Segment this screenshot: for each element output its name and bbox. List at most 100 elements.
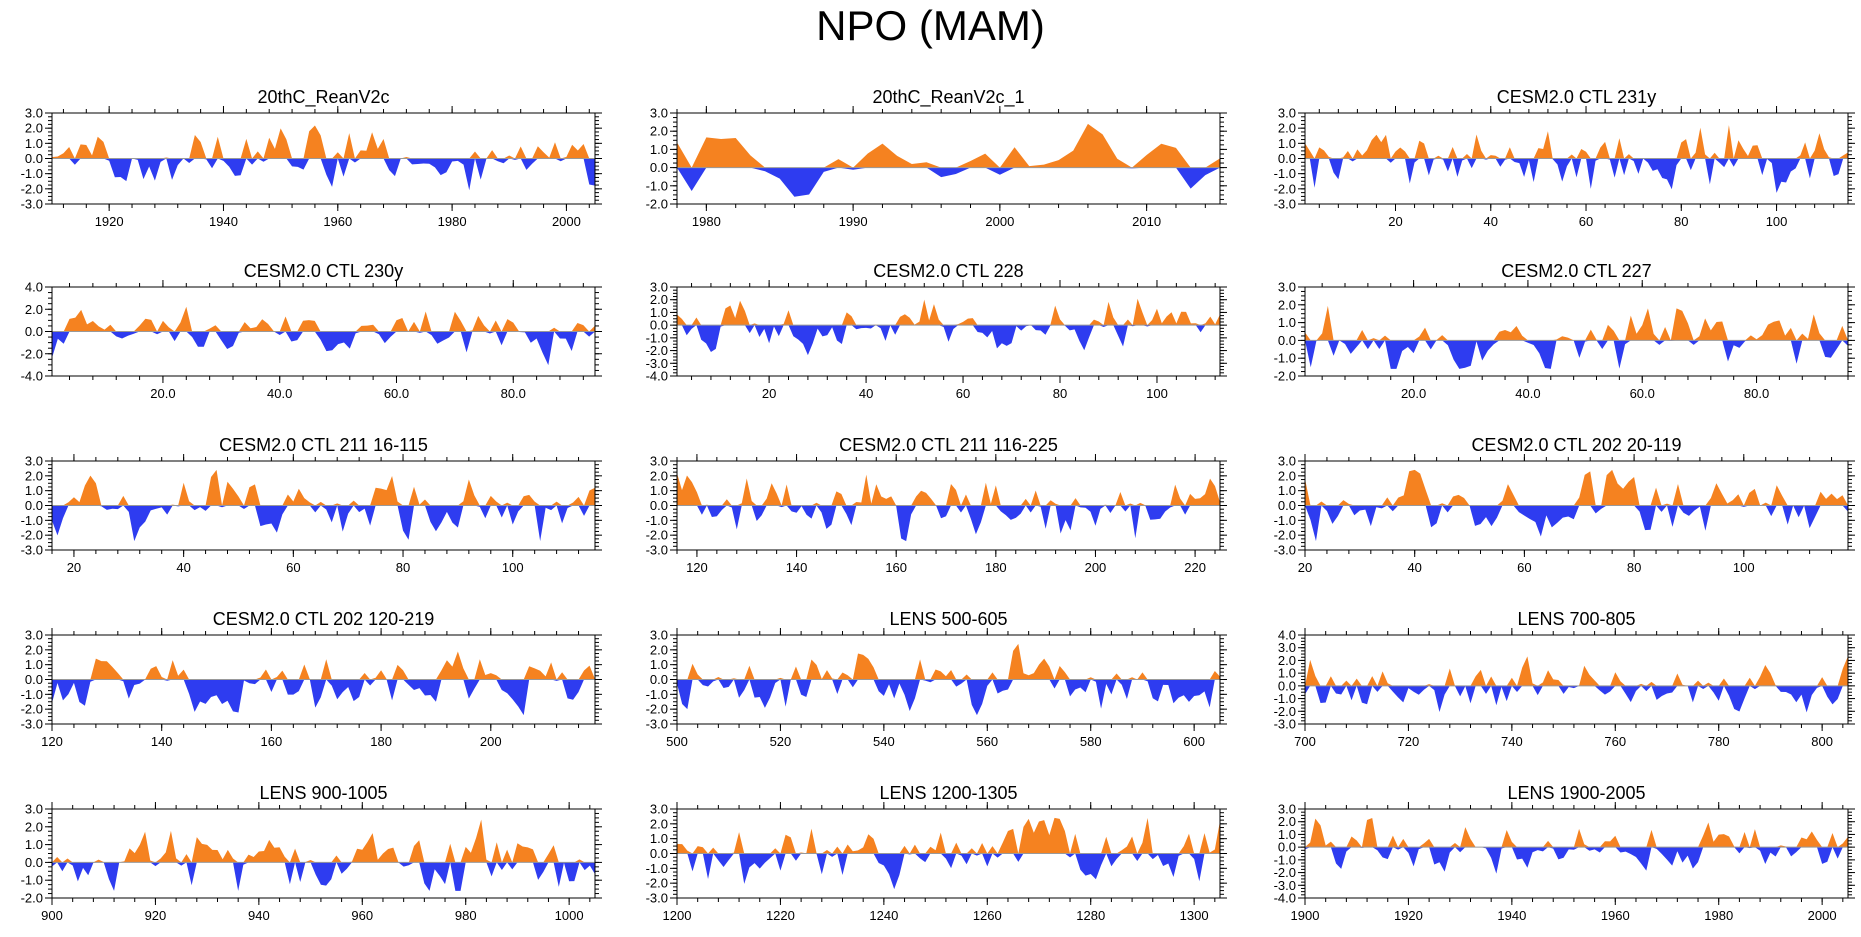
x-tick-label: 60: [1517, 560, 1531, 575]
x-tick-label: 1940: [1497, 908, 1526, 923]
positive-area: [677, 123, 1220, 168]
y-tick-label: 2.0: [25, 302, 43, 317]
x-tick-label: 100: [502, 560, 524, 575]
y-tick-label: 0.0: [650, 318, 668, 333]
y-tick-label: 2.0: [650, 468, 668, 483]
y-tick-label: -1.0: [21, 166, 43, 181]
x-tick-label: 760: [1604, 734, 1626, 749]
chart-panel: 20thC_ReanV2c 3.02.01.00.0-1.0-2.0-3.0 192…: [21, 87, 602, 229]
y-tick-label: 3.0: [650, 628, 668, 643]
y-tick-label: 2.0: [650, 292, 668, 307]
chart-panel: CESM2.0 CTL 227 3.0 2.0 1.0 0.0 -1.0 -2.0 20.0 4…: [1274, 261, 1855, 401]
x-tick-label: 600: [1183, 734, 1205, 749]
y-tick-label: 0.0: [650, 160, 668, 175]
chart-panel: CESM2.0 CTL 202 20-119 3.02.01.00.0-1.0-2…: [1274, 435, 1855, 575]
y-tick-label: -3.0: [646, 356, 668, 371]
chart-panel: CESM2.0 CTL 211 16-115 3.02.01.00.0-1.0-2…: [21, 435, 602, 575]
y-tick-label: -2.0: [21, 891, 43, 906]
x-tick-label: 520: [770, 734, 792, 749]
panel-title: CESM2.0 CTL 202 120-219: [213, 609, 434, 629]
positive-area: [52, 469, 595, 506]
x-tick-label: 80: [1627, 560, 1641, 575]
y-tick-label: 1.0: [1278, 827, 1296, 842]
y-tick-label: 0.0: [1278, 333, 1296, 348]
positive-area: [1305, 469, 1848, 506]
y-tick-label: 1.0: [650, 831, 668, 846]
y-tick-label: 3.0: [25, 802, 43, 817]
y-tick-label: 2.0: [25, 642, 43, 657]
y-tick-label: -4.0: [1274, 891, 1296, 906]
y-tick-label: 3.0: [25, 106, 43, 121]
x-tick-label: 200: [480, 734, 502, 749]
panel-title: CESM2.0 CTL 211 116-225: [839, 435, 1058, 455]
x-tick-label: 160: [261, 734, 283, 749]
y-tick-label: 2.0: [25, 468, 43, 483]
y-tick-label: 3.0: [650, 106, 668, 121]
x-tick-label: 1960: [323, 214, 352, 229]
x-tick-label: 900: [41, 908, 63, 923]
x-tick-label: 40: [859, 386, 873, 401]
x-tick-label: 940: [248, 908, 270, 923]
y-tick-label: 0.0: [25, 324, 43, 339]
x-tick-label: 20.0: [150, 386, 175, 401]
y-tick-label: 0.0: [650, 672, 668, 687]
x-tick-label: 540: [873, 734, 895, 749]
y-tick-label: -3.0: [21, 543, 43, 558]
y-tick-label: 1.0: [650, 142, 668, 157]
y-tick-label: 3.0: [650, 802, 668, 817]
y-tick-label: -1.0: [646, 330, 668, 345]
y-tick-label: -2.0: [1274, 369, 1296, 384]
x-tick-label: 60: [956, 386, 970, 401]
panel-title: CESM2.0 CTL 211 16-115: [219, 435, 428, 455]
x-tick-label: 20: [1298, 560, 1312, 575]
x-tick-label: 1980: [438, 214, 467, 229]
y-tick-label: -1.0: [21, 687, 43, 702]
y-tick-label: -1.0: [1274, 166, 1296, 181]
figure-title: NPO (MAM): [816, 2, 1045, 49]
x-tick-label: 720: [1398, 734, 1420, 749]
negative-area: [677, 679, 1220, 716]
negative-area: [677, 505, 1220, 542]
y-tick-label: -2.0: [21, 528, 43, 543]
panel-title: LENS 1900-2005: [1507, 783, 1645, 803]
x-tick-label: 100: [1733, 560, 1755, 575]
x-tick-label: 1920: [1394, 908, 1423, 923]
y-tick-label: -3.0: [1274, 878, 1296, 893]
x-tick-label: 2010: [1132, 214, 1161, 229]
y-tick-label: -1.0: [646, 178, 668, 193]
x-tick-label: 20: [67, 560, 81, 575]
y-tick-label: -2.0: [21, 702, 43, 717]
x-tick-label: 1980: [1704, 908, 1733, 923]
negative-area: [1305, 340, 1848, 369]
y-tick-label: 3.0: [1278, 280, 1296, 295]
y-tick-label: -1.0: [21, 513, 43, 528]
panel-title: CESM2.0 CTL 202 20-119: [1471, 435, 1681, 455]
y-tick-label: -2.0: [646, 197, 668, 212]
panel-title: CESM2.0 CTL 230y: [244, 261, 403, 281]
x-tick-label: 80.0: [1744, 386, 1769, 401]
x-tick-label: 1220: [766, 908, 795, 923]
x-tick-label: 40.0: [1515, 386, 1540, 401]
x-tick-label: 1240: [869, 908, 898, 923]
x-tick-label: 2000: [1808, 908, 1837, 923]
negative-area: [52, 505, 595, 542]
y-tick-label: 0.0: [650, 846, 668, 861]
chart-panel: LENS 1900-2005 3.02.01.00.0-1.0-2.0-3.0-4…: [1274, 783, 1855, 923]
negative-area: [52, 679, 595, 716]
y-tick-label: 2.0: [1278, 297, 1296, 312]
x-tick-label: 500: [666, 734, 688, 749]
y-tick-label: 3.0: [1278, 802, 1296, 817]
x-tick-label: 100: [1146, 386, 1168, 401]
y-tick-label: 1.0: [650, 483, 668, 498]
y-tick-label: -3.0: [21, 197, 43, 212]
y-tick-label: 3.0: [1278, 640, 1296, 655]
y-tick-label: 1.0: [25, 837, 43, 852]
x-tick-label: 40.0: [267, 386, 292, 401]
y-tick-label: -2.0: [21, 346, 43, 361]
x-tick-label: 60.0: [384, 386, 409, 401]
y-tick-label: -3.0: [646, 717, 668, 732]
negative-area: [677, 167, 1220, 197]
panel-title: CESM2.0 CTL 228: [873, 261, 1023, 281]
x-tick-label: 780: [1708, 734, 1730, 749]
